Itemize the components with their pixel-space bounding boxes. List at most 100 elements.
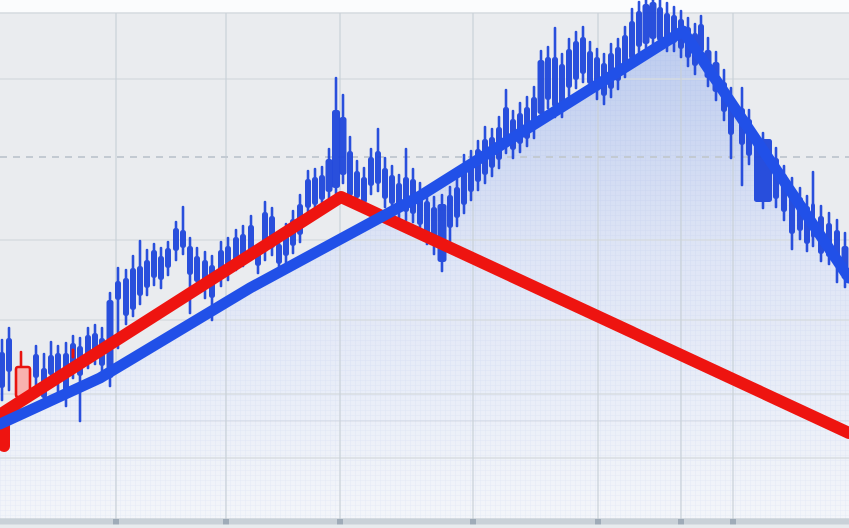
candle-body	[447, 195, 453, 228]
candle-body	[573, 41, 579, 80]
candle-body	[587, 51, 593, 84]
candle-body	[144, 260, 150, 288]
candle-body	[382, 168, 388, 199]
candle-body	[165, 248, 171, 268]
candle-body	[173, 228, 179, 251]
axis-lower-strip	[0, 524, 849, 528]
candle-body	[248, 225, 254, 252]
candle	[312, 167, 318, 214]
candle-body	[461, 171, 467, 205]
candle	[173, 220, 179, 262]
candle-body	[347, 151, 353, 196]
candle	[375, 127, 381, 193]
candle	[180, 205, 186, 256]
candle	[368, 147, 374, 196]
candle-body	[158, 256, 164, 280]
candle-body	[194, 256, 200, 282]
candle-body	[389, 175, 395, 204]
axis-band	[0, 519, 849, 525]
candle	[187, 236, 193, 315]
candle	[636, 0, 642, 57]
trendlines-layer	[0, 25, 849, 452]
candle-body	[312, 177, 318, 205]
candle	[389, 164, 395, 214]
candle-body	[354, 171, 360, 198]
candle-body	[187, 246, 193, 275]
candle-body	[375, 151, 381, 184]
candle	[339, 93, 347, 185]
candle-body	[0, 352, 5, 388]
candle	[552, 26, 558, 119]
candle	[537, 49, 545, 124]
candle-body	[339, 117, 347, 175]
candle-body	[636, 11, 642, 47]
candle-body	[566, 49, 572, 88]
candle	[6, 326, 12, 392]
candle-body	[559, 64, 565, 109]
candle-body	[33, 354, 39, 378]
candle	[437, 193, 447, 273]
candle	[332, 76, 340, 198]
top-strip	[0, 0, 849, 13]
axis-tick	[730, 519, 736, 525]
candle-body	[545, 57, 551, 100]
candle-body	[629, 21, 635, 59]
candle-body	[123, 278, 129, 316]
candle	[545, 45, 551, 110]
area-fill	[0, 31, 849, 519]
candle	[0, 338, 5, 402]
candle-body	[48, 355, 54, 375]
axis-tick	[223, 519, 229, 525]
candle-body	[552, 57, 558, 107]
candle	[454, 177, 460, 228]
candle	[642, 0, 650, 53]
candle	[447, 185, 453, 251]
candle	[347, 135, 353, 206]
candle	[566, 37, 572, 98]
candle-body	[537, 60, 545, 114]
candle-body	[698, 24, 704, 52]
candle-body	[130, 268, 136, 310]
candle	[144, 248, 150, 297]
candle-body	[437, 204, 447, 262]
candle	[649, 0, 657, 49]
candle	[123, 268, 129, 326]
axis-tick	[678, 519, 684, 525]
candle-body	[580, 37, 586, 74]
candle-body	[454, 187, 460, 218]
candle	[319, 165, 325, 210]
red-trendline	[0, 191, 849, 452]
candle-body	[305, 179, 311, 208]
x-axis-band	[0, 518, 849, 528]
candle-body	[424, 201, 430, 236]
candle	[573, 30, 579, 90]
candle-body	[233, 237, 239, 262]
candle	[130, 254, 136, 318]
candle-body	[332, 110, 340, 188]
candle-body	[6, 338, 12, 372]
candle	[33, 344, 39, 392]
candle-body	[657, 7, 663, 41]
candle-body	[642, 4, 650, 44]
candle-body	[115, 281, 121, 300]
candle-body	[137, 266, 143, 296]
candle	[151, 242, 157, 287]
candle	[382, 156, 388, 209]
axis-tick	[113, 519, 119, 525]
candle-body	[319, 175, 325, 200]
candle-body	[368, 157, 374, 186]
candle	[158, 246, 164, 290]
axis-tick	[595, 519, 601, 525]
axis-tick	[470, 519, 476, 525]
candle-body	[325, 159, 333, 192]
candle-body	[151, 250, 157, 278]
candle-body	[180, 230, 186, 248]
candle-body	[649, 2, 657, 39]
candle	[580, 25, 586, 84]
candle	[137, 239, 143, 306]
candle	[165, 240, 171, 277]
candle-body	[361, 177, 367, 203]
